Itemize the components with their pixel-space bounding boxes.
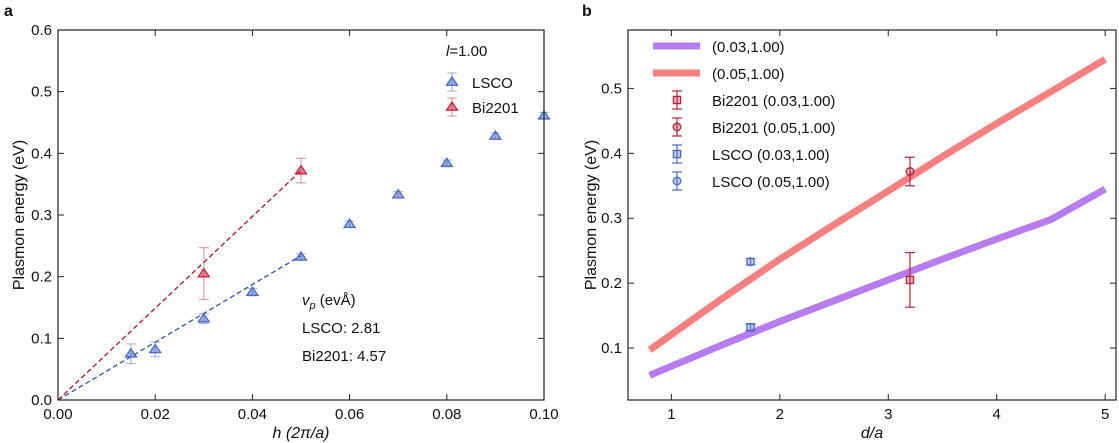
panel-a-xtick-label: 0.06 bbox=[335, 406, 364, 423]
point-b-4 bbox=[746, 323, 755, 332]
point-lsco bbox=[488, 129, 503, 140]
legend-marker-b-2 bbox=[672, 95, 682, 105]
velocity-title: vp (evÅ) bbox=[302, 292, 356, 312]
panel-a-chart: 0.00 0.02 0.04 0.06 0.08 0.10 0.0 0.1 0.2 0.3 0.4 0… bbox=[11, 22, 559, 442]
point-lsco bbox=[391, 188, 405, 199]
legend-title-value: =1.00 bbox=[449, 43, 487, 60]
panel-a-ylabel: Plasmon energy (eV) bbox=[11, 140, 28, 290]
model-line-0 bbox=[648, 185, 1107, 379]
panel-b-xtick-label: 2 bbox=[776, 406, 784, 423]
point-lsco bbox=[197, 312, 211, 323]
panel-a-ytick-label: 0.1 bbox=[31, 330, 52, 347]
legend-entry-line-005: (0.05,1.00) bbox=[712, 66, 785, 83]
panel-b-frame bbox=[627, 29, 1117, 401]
panel-a-xlabel-unit: (2π/a) bbox=[281, 425, 329, 442]
panel-b-ytick-label: 0.4 bbox=[601, 145, 622, 162]
point-b-5 bbox=[746, 257, 756, 267]
panel-b-chart: 1 2 3 4 5 0.1 0.2 0.3 0.4 0.5 Plasmon energy (eV)… bbox=[583, 29, 1117, 442]
panel-a-ytick-label: 0.6 bbox=[31, 22, 52, 39]
legend-title-var: l bbox=[446, 43, 450, 60]
panel-b-label: b bbox=[582, 3, 592, 20]
legend-errorbar-b-3 bbox=[672, 117, 682, 137]
point-lsco bbox=[124, 347, 138, 358]
panel-b-xtick-label: 5 bbox=[1101, 406, 1109, 423]
panel-a-xlabel: h (2π/a) bbox=[273, 425, 330, 442]
velocity-subscript: p bbox=[309, 300, 316, 312]
panel-a-xtick-label: 0.04 bbox=[238, 406, 267, 423]
legend-marker-b-4 bbox=[672, 149, 682, 159]
fit-line-bi2201 bbox=[57, 170, 302, 401]
panel-a-xtick-label: 0.08 bbox=[432, 406, 461, 423]
panel-b-ylabel: Plasmon energy (eV) bbox=[583, 140, 600, 290]
point-bi2201 bbox=[197, 267, 211, 278]
legend-entry-line-003: (0.03,1.00) bbox=[712, 39, 785, 56]
legend-marker-b-3 bbox=[672, 122, 682, 132]
velocity-bi2201: Bi2201: 4.57 bbox=[302, 348, 386, 365]
point-b-2 bbox=[905, 275, 915, 285]
panel-b-xtick-label: 4 bbox=[993, 406, 1001, 423]
panel-b-xtick-label: 3 bbox=[884, 406, 892, 423]
panel-b-ytick-label: 0.3 bbox=[601, 210, 622, 227]
legend-marker-bi2201 bbox=[445, 100, 459, 111]
legend-entry-lsco-005: LSCO (0.05,1.00) bbox=[712, 174, 830, 191]
panel-b-legend: (0.03,1.00) (0.05,1.00) Bi2201 (0.03,1.0… bbox=[653, 39, 835, 191]
legend-entry-bi2201-005: Bi2201 (0.05,1.00) bbox=[712, 120, 835, 137]
point-bi2201 bbox=[294, 164, 308, 175]
panel-a-legend-title: l=1.00 bbox=[446, 43, 487, 60]
legend-entry-bi2201-003: Bi2201 (0.03,1.00) bbox=[712, 93, 835, 110]
panel-a-ytick-label: 0.5 bbox=[31, 84, 52, 101]
panel-b-ytick-label: 0.5 bbox=[601, 80, 622, 97]
errorbar-b-2 bbox=[904, 252, 915, 308]
panel-a-label: a bbox=[4, 3, 13, 20]
panel-a-ytick-label: 0.4 bbox=[31, 145, 52, 162]
panel-a-xtick-label: 0.02 bbox=[141, 406, 170, 423]
model-line-1 bbox=[647, 56, 1107, 353]
point-b-3 bbox=[905, 167, 915, 176]
point-lsco bbox=[148, 343, 162, 354]
legend-entry-bi2201: Bi2201 bbox=[472, 100, 519, 117]
panel-a-ytick-label: 0.3 bbox=[31, 207, 52, 224]
errorbar-b-3 bbox=[904, 156, 915, 187]
legend-errorbar-b-4 bbox=[672, 144, 682, 164]
legend-errorbar-b-5 bbox=[672, 171, 682, 191]
panel-b-ytick-label: 0.1 bbox=[601, 340, 622, 357]
point-lsco bbox=[440, 157, 454, 168]
legend-errorbar-b-2 bbox=[672, 90, 682, 110]
point-lsco bbox=[245, 285, 260, 296]
panel-b-xtick-label: 1 bbox=[667, 406, 675, 423]
legend-marker-b-5 bbox=[672, 176, 682, 186]
velocity-symbol: v bbox=[302, 292, 311, 309]
panel-a-annotation: vp (evÅ) LSCO: 2.81 Bi2201: 4.57 bbox=[302, 292, 386, 365]
panel-a-xlabel-var: h bbox=[273, 425, 282, 442]
point-lsco bbox=[342, 218, 357, 229]
panel-a-ytick-label: 0.0 bbox=[31, 392, 52, 409]
point-lsco bbox=[294, 250, 308, 261]
legend-entry-lsco: LSCO bbox=[472, 75, 513, 92]
panel-b-ytick-label: 0.2 bbox=[601, 275, 622, 292]
panel-a-xtick-label: 0.00 bbox=[43, 406, 72, 423]
fit-line-lsco bbox=[57, 255, 302, 401]
velocity-unit: (evÅ) bbox=[316, 292, 356, 309]
velocity-lsco: LSCO: 2.81 bbox=[302, 320, 380, 337]
panel-a-legend: l=1.00 LSCO Bi2201 bbox=[445, 43, 519, 117]
panel-a-xtick-label: 0.10 bbox=[529, 406, 558, 423]
panel-b-xlabel: d/a bbox=[861, 425, 883, 442]
legend-entry-lsco-003: LSCO (0.03,1.00) bbox=[712, 147, 830, 164]
panel-a-ytick-label: 0.2 bbox=[31, 269, 52, 286]
legend-marker-lsco bbox=[445, 75, 459, 86]
